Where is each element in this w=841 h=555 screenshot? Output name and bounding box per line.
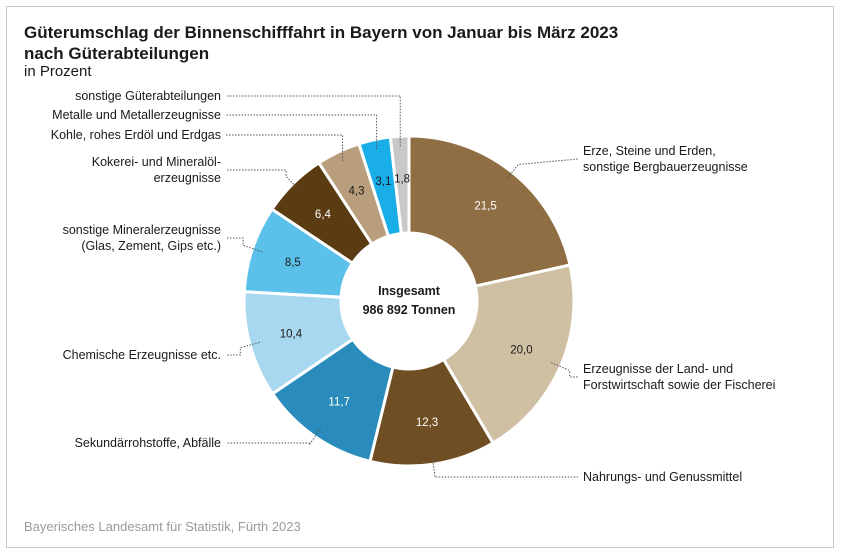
slice-category-label: Metalle und Metallerzeugnisse xyxy=(52,108,221,122)
leader-line xyxy=(226,95,401,147)
slice-category-label: Erze, Steine und Erden, sonstige Bergbaue… xyxy=(583,144,748,174)
leader-line xyxy=(431,454,578,478)
slice-value-label: 21,5 xyxy=(474,200,496,212)
leader-line xyxy=(226,134,344,161)
center-total-label: Insgesamt xyxy=(378,284,441,298)
slice-value-label: 8,5 xyxy=(285,257,301,269)
pie-slice xyxy=(388,134,411,236)
slice-value-label: 12,3 xyxy=(416,417,438,429)
leader-line xyxy=(226,169,301,192)
slice-category-label: Erzeugnisse der Land- und Forstwirtschaft… xyxy=(583,362,775,392)
leader-line xyxy=(226,114,378,150)
slice-category-label: sonstige Güterabteilungen xyxy=(75,89,221,103)
chart-subtitle: in Prozent xyxy=(24,63,92,80)
slice-value-label: 20,0 xyxy=(510,345,532,357)
slice-value-label: 1,8 xyxy=(394,174,410,186)
leader-line xyxy=(226,341,260,356)
slice-category-label: Nahrungs- und Genussmittel xyxy=(583,470,742,484)
pie-slice xyxy=(407,134,572,288)
leader-line xyxy=(226,428,322,447)
title-line-2: nach Güterabteilungen xyxy=(24,44,210,63)
slice-value-label: 3,1 xyxy=(375,176,391,188)
slice-category-label: Kokerei- und Mineralöl-erzeugnisse xyxy=(92,155,221,185)
slice-category-label: Chemische Erzeugnisse etc. xyxy=(63,348,221,362)
leader-line xyxy=(226,237,263,253)
leader-line xyxy=(505,158,579,181)
center-total-value: 986 892 Tonnen xyxy=(363,303,456,317)
slice-value-label: 11,7 xyxy=(328,397,350,409)
source-note: Bayerisches Landesamt für Statistik, Für… xyxy=(24,519,301,534)
slice-value-label: 6,4 xyxy=(315,209,332,221)
slice-value-label: 4,3 xyxy=(348,185,364,197)
title-line-1: Güterumschlag der Binnenschifffahrt in B… xyxy=(24,23,619,42)
leader-line xyxy=(551,362,578,378)
slice-category-label: Kohle, rohes Erdöl und Erdgas xyxy=(51,128,221,142)
slice-category-label: sonstige Mineralerzeugnisse (Glas, Zement… xyxy=(63,223,221,253)
slice-category-label: Sekundärrohstoffe, Abfälle xyxy=(75,436,221,450)
slice-value-label: 10,4 xyxy=(280,329,303,341)
chart-title: Güterumschlag der Binnenschifffahrt in B… xyxy=(24,22,618,64)
pie-slice xyxy=(441,263,576,446)
